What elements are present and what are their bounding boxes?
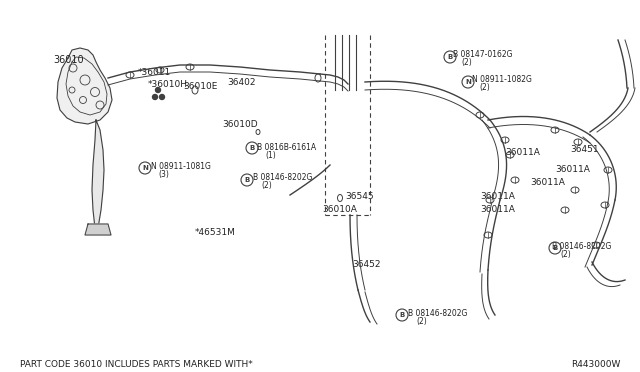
Text: 36545: 36545	[345, 192, 374, 201]
Text: 36011A: 36011A	[480, 205, 515, 214]
Text: R443000W: R443000W	[571, 360, 620, 369]
Text: 36010A: 36010A	[322, 205, 357, 214]
Text: (1): (1)	[265, 151, 276, 160]
Text: B: B	[244, 177, 250, 183]
Text: N: N	[142, 165, 148, 171]
Text: (2): (2)	[416, 317, 427, 326]
Circle shape	[152, 94, 157, 99]
Text: 36010: 36010	[53, 55, 84, 65]
Text: (2): (2)	[560, 250, 571, 259]
Text: B: B	[447, 54, 452, 60]
Text: 36011A: 36011A	[555, 165, 590, 174]
Polygon shape	[57, 48, 112, 124]
Text: 36011A: 36011A	[505, 148, 540, 157]
Text: (2): (2)	[261, 181, 272, 190]
Text: PART CODE 36010 INCLUDES PARTS MARKED WITH*: PART CODE 36010 INCLUDES PARTS MARKED WI…	[20, 360, 253, 369]
Text: N: N	[465, 79, 471, 85]
Text: (2): (2)	[479, 83, 490, 92]
Text: N 08911-1082G: N 08911-1082G	[472, 75, 532, 84]
Circle shape	[156, 87, 161, 93]
Text: 36451: 36451	[570, 145, 598, 154]
Text: B: B	[250, 145, 255, 151]
Text: B: B	[399, 312, 404, 318]
Text: B 08146-8202G: B 08146-8202G	[253, 173, 312, 182]
Text: B 08147-0162G: B 08147-0162G	[453, 50, 513, 59]
Text: B 08146-8202G: B 08146-8202G	[552, 242, 611, 251]
Polygon shape	[85, 224, 111, 235]
Text: 36452: 36452	[352, 260, 381, 269]
Text: B 0816B-6161A: B 0816B-6161A	[257, 143, 316, 152]
Text: B: B	[552, 245, 557, 251]
Text: 36011A: 36011A	[480, 192, 515, 201]
Text: 36011A: 36011A	[530, 178, 565, 187]
Text: (2): (2)	[461, 58, 472, 67]
Text: *36010H: *36010H	[148, 80, 188, 89]
Text: 36010D: 36010D	[222, 120, 258, 129]
Text: B 08146-8202G: B 08146-8202G	[408, 309, 467, 318]
Text: *36011: *36011	[138, 68, 172, 77]
Circle shape	[159, 94, 164, 99]
Polygon shape	[92, 120, 104, 228]
Text: 36010E: 36010E	[183, 82, 218, 91]
Text: N 08911-1081G: N 08911-1081G	[151, 162, 211, 171]
Text: *46531M: *46531M	[195, 228, 236, 237]
Text: 36402: 36402	[227, 78, 255, 87]
Text: (3): (3)	[158, 170, 169, 179]
